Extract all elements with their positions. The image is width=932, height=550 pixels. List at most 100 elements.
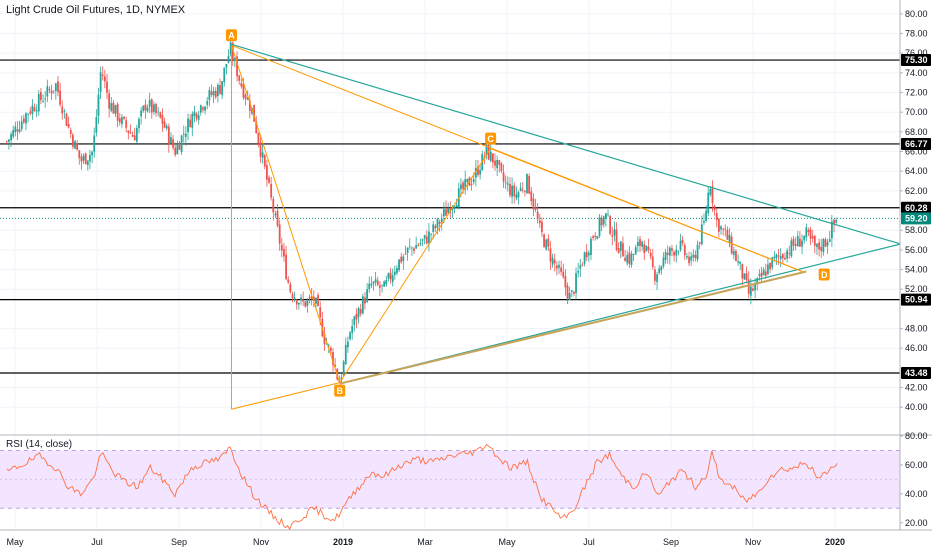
candle-body	[402, 256, 405, 261]
price-tags: 75.30 66.77 60.28 50.94 43.48 59.20	[901, 54, 931, 380]
candle-body	[498, 160, 501, 165]
candle-body	[240, 83, 243, 87]
candle-body	[312, 296, 315, 301]
candle-body	[368, 283, 371, 290]
candle-body	[82, 155, 85, 161]
abcd-pattern[interactable]	[230, 44, 803, 410]
candle-body	[276, 210, 279, 226]
candle-body	[677, 251, 680, 253]
candle-body	[133, 135, 136, 141]
candle-body	[114, 105, 117, 114]
candle-body	[598, 217, 601, 236]
candle-body	[74, 141, 76, 149]
pattern-points[interactable]: A B C D	[225, 29, 830, 397]
candle-body	[668, 247, 671, 256]
candle-body	[660, 266, 663, 271]
rsi-tick-label: 20.00	[905, 518, 928, 528]
candle-body	[654, 269, 656, 281]
candle-body	[349, 332, 351, 340]
candle-body	[709, 189, 712, 195]
candle-body	[764, 271, 767, 276]
candle-body	[628, 252, 631, 264]
candle-body	[231, 42, 234, 60]
candle-body	[364, 297, 366, 304]
candle-body	[204, 106, 206, 111]
point-b-marker[interactable]	[334, 384, 346, 397]
candle-body	[735, 251, 737, 262]
candle-body	[801, 240, 803, 247]
candle-body	[745, 273, 748, 281]
candle-body	[129, 132, 132, 134]
candle-body	[509, 183, 511, 196]
candle-body	[97, 94, 100, 116]
triangle-pattern[interactable]	[231, 43, 901, 385]
candle-body	[191, 113, 194, 128]
candle-body	[835, 220, 838, 223]
point-d-marker[interactable]	[818, 268, 830, 281]
candle-body	[455, 204, 458, 208]
candle-body	[767, 264, 769, 274]
horizontal-levels[interactable]	[0, 59, 900, 374]
candle-body	[523, 191, 526, 193]
candle-body	[37, 94, 40, 112]
candle-body	[690, 256, 693, 261]
candle-body	[302, 299, 305, 302]
candle-body	[617, 248, 620, 253]
price-tick-label: 64.00	[905, 166, 928, 176]
time-tick-label: Mar	[417, 537, 433, 547]
candle-body	[521, 189, 524, 191]
level-tag-bg	[901, 137, 931, 150]
candle-body	[40, 92, 42, 101]
candle-body	[327, 344, 330, 346]
candle-body	[142, 105, 145, 112]
candle-body	[406, 247, 409, 253]
candle-body	[69, 129, 72, 134]
candle-body	[33, 107, 36, 111]
candle-body	[103, 76, 106, 82]
candle-body	[347, 341, 349, 348]
point-c-marker[interactable]	[485, 132, 497, 145]
candle-body	[61, 106, 64, 114]
candle-body	[315, 297, 317, 304]
candle-body	[223, 67, 226, 83]
candle-body	[681, 239, 684, 243]
candle-body	[206, 100, 209, 105]
candle-body	[739, 261, 742, 264]
candle-body	[214, 90, 217, 98]
candle-body	[376, 280, 379, 285]
candle-body	[212, 90, 215, 96]
price-tick-label: 46.00	[905, 343, 928, 353]
candle-body	[703, 221, 705, 223]
candle-body	[257, 133, 260, 143]
candle-body	[123, 116, 125, 119]
candle-body	[511, 185, 513, 198]
price-tick-label: 68.00	[905, 127, 928, 137]
last-price-tag-bg	[901, 212, 931, 225]
candle-body	[547, 238, 550, 247]
candle-body	[208, 89, 211, 100]
price-tick-label: 58.00	[905, 225, 928, 235]
candle-body	[16, 129, 19, 132]
price-tick-label: 40.00	[905, 402, 928, 412]
candle-body	[268, 177, 270, 183]
candle-body	[519, 187, 522, 191]
point-a-marker[interactable]	[225, 29, 237, 42]
candle-body	[526, 174, 528, 194]
candle-body	[20, 121, 23, 129]
candle-body	[291, 294, 294, 299]
candle-body	[799, 238, 801, 247]
candle-body	[86, 160, 89, 166]
candle-body	[611, 235, 614, 237]
candle-body	[135, 127, 138, 142]
candle-body	[172, 139, 174, 148]
candle-body	[720, 226, 722, 230]
candle-body	[89, 154, 91, 162]
candle-body	[259, 142, 262, 157]
candle-body	[428, 231, 430, 244]
candle-body	[381, 284, 383, 286]
candle-body	[387, 273, 390, 279]
candle-body	[543, 234, 545, 248]
